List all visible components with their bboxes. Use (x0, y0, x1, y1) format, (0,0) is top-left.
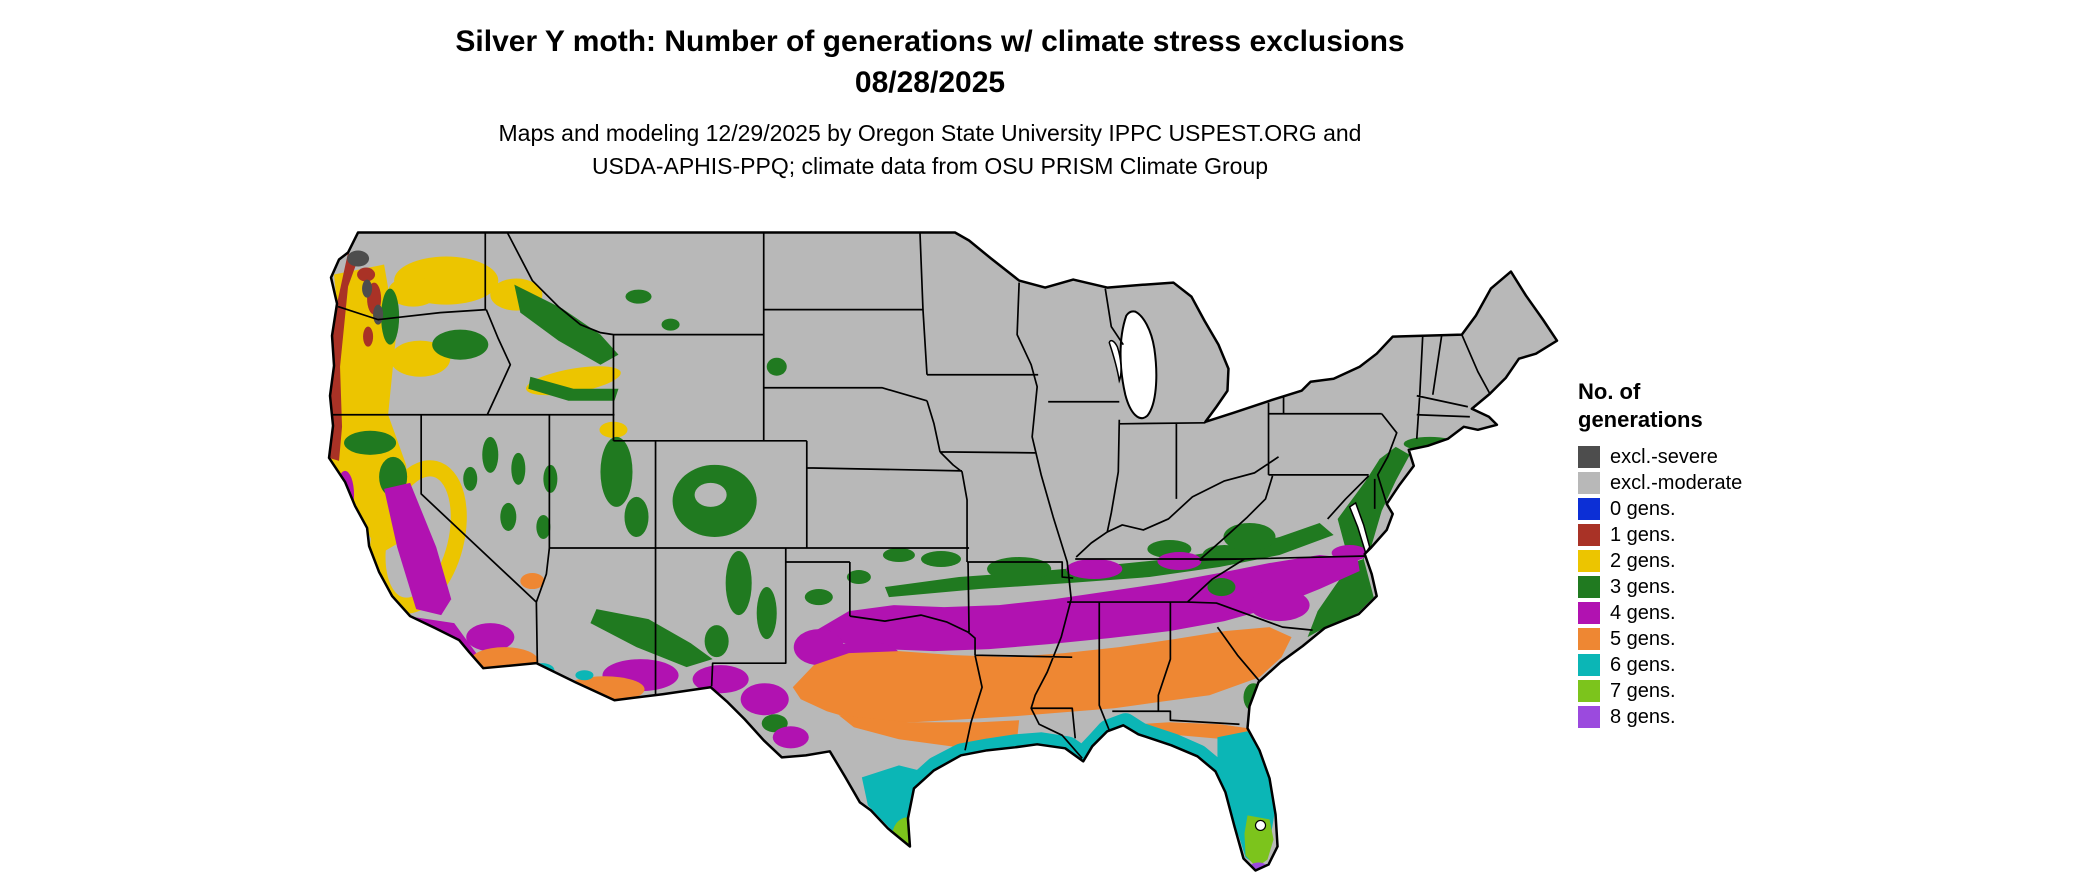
legend-row-label: 3 gens. (1610, 575, 1676, 598)
legend-color-swatch (1578, 602, 1600, 625)
legend-color-swatch (1578, 524, 1600, 547)
us-outline (327, 231, 1559, 872)
legend-row: 7 gens. (1578, 679, 1868, 703)
state-borders (329, 232, 1491, 759)
legend-row: 4 gens. (1578, 601, 1868, 625)
map-region-blobs (329, 232, 1557, 871)
legend-color-swatch (1578, 706, 1600, 729)
legend-color-swatch (1578, 472, 1600, 495)
legend-title-line-1: No. of (1578, 379, 1641, 404)
figure-date: 08/28/2025 (854, 65, 1006, 99)
legend-row-label: 7 gens. (1610, 679, 1676, 702)
legend-row-label: 8 gens. (1610, 705, 1676, 728)
figure-header: Silver Y moth: Number of generations w/ … (0, 22, 1860, 184)
legend-color-swatch (1578, 576, 1600, 599)
legend-row-label: 2 gens. (1610, 549, 1676, 572)
legend-row: 0 gens. (1578, 497, 1868, 521)
legend-row-label: 1 gens. (1610, 523, 1676, 546)
legend-title-line-2: generations (1578, 407, 1703, 433)
legend-color-swatch (1578, 680, 1600, 703)
us-map-container (318, 216, 1560, 886)
legend-row-label: 0 gens. (1610, 497, 1676, 520)
legend-row-label: 5 gens. (1610, 627, 1676, 650)
legend: No. of generations excl.-severe excl.-mo… (1578, 378, 1868, 732)
legend-color-swatch (1578, 654, 1600, 677)
legend-row-label: excl.-severe (1610, 445, 1718, 468)
legend-row: 3 gens. (1578, 575, 1868, 599)
lake-okeechobee (1254, 819, 1267, 832)
figure-subtitle-line-1: Maps and modeling 12/29/2025 by Oregon S… (498, 120, 1362, 146)
legend-row: 8 gens. (1578, 705, 1868, 729)
legend-row: 1 gens. (1578, 523, 1868, 547)
legend-row: excl.-severe (1578, 445, 1868, 469)
us-generations-map (327, 231, 1559, 872)
legend-items: excl.-severe excl.-moderate 0 gens. 1 ge… (1578, 445, 1868, 729)
legend-row: 2 gens. (1578, 549, 1868, 573)
legend-color-swatch (1578, 498, 1600, 521)
legend-title: No. of generations (1578, 378, 1868, 434)
legend-row-label: 4 gens. (1610, 601, 1676, 624)
legend-row: 5 gens. (1578, 627, 1868, 651)
legend-row-label: excl.-moderate (1610, 471, 1743, 494)
chesapeake-bay (1348, 501, 1371, 555)
legend-row-label: 6 gens. (1610, 653, 1676, 676)
legend-color-swatch (1578, 446, 1600, 469)
legend-color-swatch (1578, 550, 1600, 573)
figure-subtitle-line-2: USDA-APHIS-PPQ; climate data from OSU PR… (591, 153, 1269, 180)
figure-title: Silver Y moth: Number of generations w/ … (455, 25, 1405, 58)
legend-color-swatch (1578, 628, 1600, 651)
great-lakes (1108, 310, 1371, 555)
legend-row: 6 gens. (1578, 653, 1868, 677)
legend-row: excl.-moderate (1578, 471, 1868, 495)
